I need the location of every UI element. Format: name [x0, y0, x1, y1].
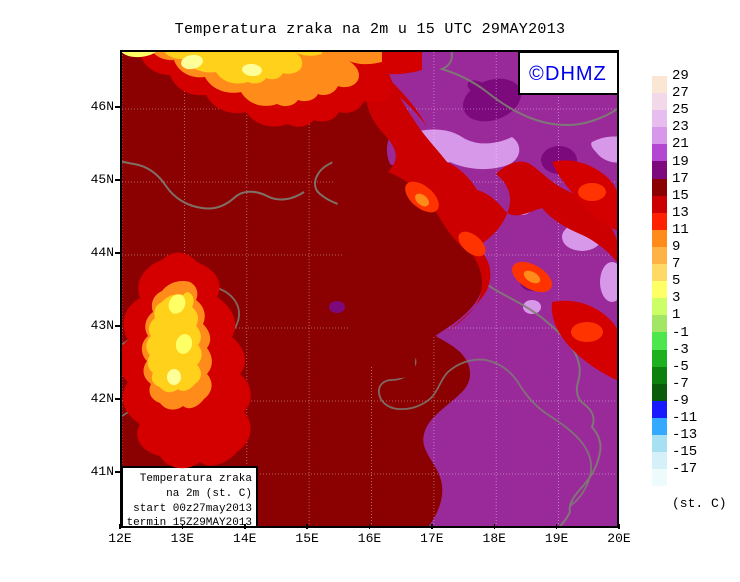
svg-text:na 2m (st. C): na 2m (st. C) [166, 488, 252, 500]
svg-text:Temperatura zraka: Temperatura zraka [140, 473, 253, 485]
svg-text:©: © [529, 63, 544, 85]
svg-text:termin 15Z29MAY2013: termin 15Z29MAY2013 [127, 517, 252, 528]
svg-text:start 00z27may2013: start 00z27may2013 [133, 503, 252, 515]
svg-text:DHMZ: DHMZ [545, 63, 607, 85]
